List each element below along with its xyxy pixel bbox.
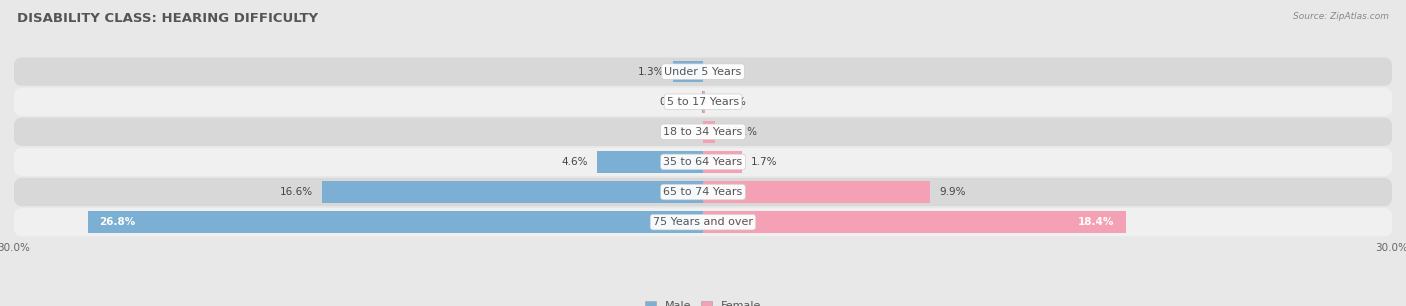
Text: 18.4%: 18.4% xyxy=(1077,217,1114,227)
Text: 0.0%: 0.0% xyxy=(668,127,693,137)
FancyBboxPatch shape xyxy=(14,88,1392,116)
FancyBboxPatch shape xyxy=(14,148,1392,176)
Text: 26.8%: 26.8% xyxy=(98,217,135,227)
FancyBboxPatch shape xyxy=(14,208,1392,236)
FancyBboxPatch shape xyxy=(14,178,1392,206)
Text: 0.06%: 0.06% xyxy=(659,97,692,107)
Text: Source: ZipAtlas.com: Source: ZipAtlas.com xyxy=(1294,12,1389,21)
Bar xyxy=(703,121,714,143)
Bar xyxy=(673,61,703,83)
FancyBboxPatch shape xyxy=(14,118,1392,146)
Bar xyxy=(703,151,742,173)
Text: DISABILITY CLASS: HEARING DIFFICULTY: DISABILITY CLASS: HEARING DIFFICULTY xyxy=(17,12,318,25)
Text: 0.51%: 0.51% xyxy=(724,127,756,137)
Text: 35 to 64 Years: 35 to 64 Years xyxy=(664,157,742,167)
Text: 16.6%: 16.6% xyxy=(280,187,312,197)
Legend: Male, Female: Male, Female xyxy=(641,297,765,306)
Text: 9.9%: 9.9% xyxy=(939,187,966,197)
Text: 0.0%: 0.0% xyxy=(713,67,738,76)
Bar xyxy=(703,211,1126,233)
Text: 5 to 17 Years: 5 to 17 Years xyxy=(666,97,740,107)
Text: 0.07%: 0.07% xyxy=(714,97,747,107)
Bar xyxy=(322,181,703,203)
Text: 1.3%: 1.3% xyxy=(637,67,664,76)
Bar xyxy=(598,151,703,173)
Text: 1.7%: 1.7% xyxy=(751,157,778,167)
Text: 65 to 74 Years: 65 to 74 Years xyxy=(664,187,742,197)
Text: 18 to 34 Years: 18 to 34 Years xyxy=(664,127,742,137)
FancyBboxPatch shape xyxy=(14,58,1392,86)
Text: 4.6%: 4.6% xyxy=(561,157,588,167)
Bar xyxy=(87,211,703,233)
Text: 75 Years and over: 75 Years and over xyxy=(652,217,754,227)
Text: Under 5 Years: Under 5 Years xyxy=(665,67,741,76)
Bar xyxy=(703,91,704,113)
Bar xyxy=(703,181,931,203)
